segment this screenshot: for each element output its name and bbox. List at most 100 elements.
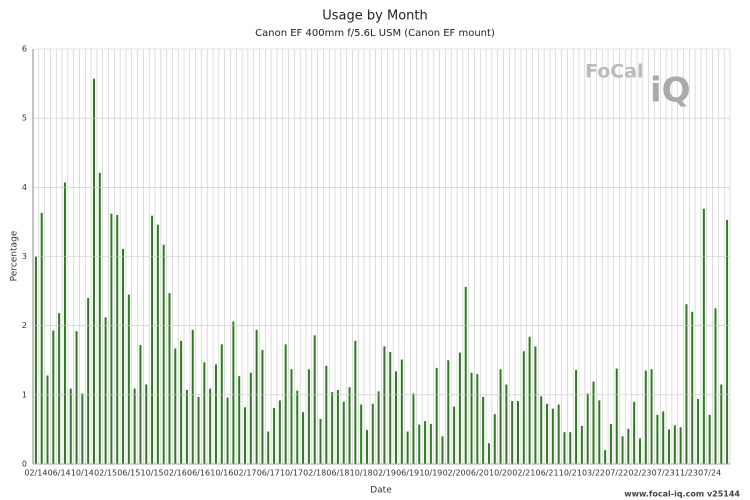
bar: [313, 335, 316, 464]
x-tick-label: 07/24: [698, 469, 721, 478]
bar: [609, 423, 612, 464]
bar: [278, 400, 281, 464]
bar: [714, 308, 717, 464]
footer: www.focal-iq.com v25144: [624, 490, 740, 499]
chart-subtitle: Canon EF 400mm f/5.6L USM (Canon EF moun…: [255, 28, 495, 39]
bar: [209, 388, 212, 464]
bar: [145, 384, 148, 464]
x-tick-label: 10/20: [489, 469, 512, 478]
bar: [668, 429, 671, 464]
bar: [63, 182, 66, 464]
bar: [296, 390, 299, 464]
bar: [679, 427, 682, 464]
x-tick-label: 11/23: [675, 469, 698, 478]
bar: [435, 367, 438, 464]
bar: [110, 213, 113, 464]
bar: [708, 414, 711, 464]
bar: [40, 212, 43, 464]
bar: [424, 421, 427, 464]
bar: [528, 336, 531, 464]
bar: [644, 370, 647, 464]
bar: [511, 401, 514, 464]
bar: [453, 406, 456, 464]
bar: [180, 340, 183, 464]
x-tick-label: 02/19: [373, 469, 396, 478]
bar: [185, 389, 188, 464]
bar: [191, 329, 194, 464]
bar: [464, 286, 467, 464]
bar: [638, 438, 641, 464]
bar: [697, 398, 700, 464]
bar: [319, 419, 322, 464]
x-tick-label: 02/14: [24, 469, 47, 478]
bar: [400, 359, 403, 464]
x-tick-label: 06/15: [117, 469, 140, 478]
bar: [487, 443, 490, 464]
bar: [249, 372, 252, 464]
bar: [447, 360, 450, 464]
bar: [203, 362, 206, 464]
bar: [383, 346, 386, 464]
bar: [46, 375, 49, 464]
bar: [307, 369, 310, 464]
bar: [586, 393, 589, 464]
x-axis-label: Date: [370, 486, 392, 496]
bar: [650, 369, 653, 464]
bar: [75, 331, 78, 464]
bar: [412, 393, 415, 464]
bar: [331, 392, 334, 464]
bar: [377, 391, 380, 464]
x-tick-label: 02/21: [512, 469, 535, 478]
bar: [522, 351, 525, 464]
bar: [546, 403, 549, 464]
bar: [92, 78, 95, 464]
bar: [267, 431, 270, 464]
x-tick-label: 03/22: [582, 469, 605, 478]
y-axis-label: Percentage: [10, 230, 20, 281]
bar: [499, 369, 502, 464]
bar: [557, 404, 560, 464]
bar: [621, 436, 624, 464]
bar: [58, 313, 61, 464]
bar: [290, 369, 293, 464]
bar: [662, 411, 665, 464]
bar: [429, 423, 432, 464]
x-tick-label: 10/15: [141, 469, 164, 478]
y-tick-label: 6: [22, 45, 27, 54]
bar: [354, 340, 357, 464]
x-tick-label: 02/17: [233, 469, 256, 478]
bar: [325, 365, 328, 464]
bar: [214, 364, 217, 464]
x-tick-label: 06/18: [326, 469, 349, 478]
bar: [726, 219, 729, 464]
x-tick-label: 10/16: [210, 469, 233, 478]
bar: [156, 224, 159, 464]
bar: [348, 387, 351, 464]
bar: [371, 403, 374, 464]
x-tick-label: 07/23: [652, 469, 675, 478]
y-tick-label: 2: [22, 321, 27, 330]
bar: [598, 400, 601, 464]
bar: [534, 346, 537, 464]
y-tick-label: 4: [22, 183, 27, 192]
bar: [458, 352, 461, 464]
bar: [133, 388, 136, 464]
logo-mark: iQ: [650, 71, 691, 111]
x-tick-label: 06/21: [536, 469, 559, 478]
bar: [197, 396, 200, 464]
bar: [702, 208, 705, 464]
bar: [540, 396, 543, 464]
bar: [104, 317, 107, 464]
bar: [656, 414, 659, 464]
bar: [122, 248, 125, 464]
bar: [360, 404, 363, 464]
bar: [174, 348, 177, 464]
bar: [482, 396, 485, 464]
x-tick-label: 02/23: [628, 469, 651, 478]
bar: [592, 381, 595, 464]
x-tick-label: 06/20: [466, 469, 489, 478]
bar: [220, 344, 223, 464]
bar: [563, 432, 566, 464]
bar: [633, 401, 636, 464]
bar: [395, 371, 398, 464]
